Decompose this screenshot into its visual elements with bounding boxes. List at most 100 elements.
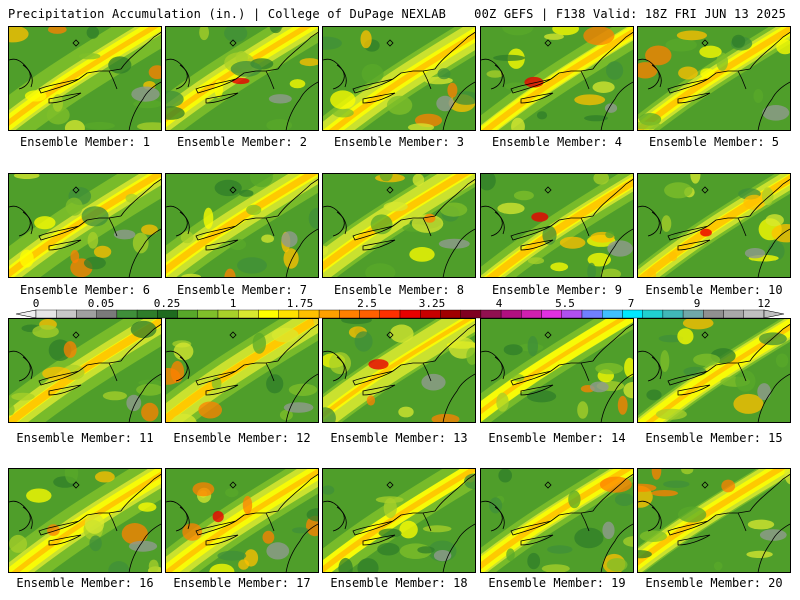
colorbar-swatch bbox=[318, 309, 340, 319]
precip-map bbox=[638, 469, 790, 572]
header: Precipitation Accumulation (in.) | Colle… bbox=[0, 0, 800, 26]
colorbar-tick-label: 1 bbox=[230, 297, 237, 310]
precip-map bbox=[638, 319, 790, 422]
ensemble-member-label: Ensemble Member: 5 bbox=[648, 135, 780, 149]
precip-map bbox=[323, 469, 475, 572]
colorbar-tick-label: 4 bbox=[496, 297, 503, 310]
ensemble-map-panel bbox=[637, 173, 791, 278]
colorbar-swatch bbox=[116, 309, 138, 319]
ensemble-map-panel bbox=[637, 26, 791, 131]
colorbar-swatch bbox=[480, 309, 502, 319]
ensemble-member-label: Ensemble Member: 4 bbox=[491, 135, 623, 149]
ensemble-member-label: Ensemble Member: 1 bbox=[19, 135, 151, 149]
colorbar-swatch bbox=[379, 309, 401, 319]
colorbar-tick-label: 7 bbox=[628, 297, 635, 310]
precip-map bbox=[323, 319, 475, 422]
precip-map bbox=[638, 27, 790, 130]
ensemble-map-panel bbox=[322, 173, 476, 278]
ensemble-map-panel bbox=[165, 173, 319, 278]
colorbar-swatch bbox=[298, 309, 320, 319]
product-title: Precipitation Accumulation (in.) | Colle… bbox=[8, 7, 447, 21]
colorbar-swatch bbox=[521, 309, 542, 319]
colorbar-legend: 0 0.05 0.25 1 1.75 2.5 3.25 4 5.5 7 9 12 bbox=[15, 297, 785, 319]
precip-map bbox=[481, 319, 633, 422]
ensemble-map-panel bbox=[480, 26, 634, 131]
colorbar-swatch bbox=[662, 309, 684, 319]
colorbar-swatch bbox=[76, 309, 97, 319]
ensemble-member-label: Ensemble Member: 11 bbox=[16, 431, 154, 445]
precip-map bbox=[481, 27, 633, 130]
colorbar-swatch bbox=[96, 309, 118, 319]
ensemble-map-panel bbox=[8, 173, 162, 278]
ensemble-member-label: Ensemble Member: 20 bbox=[645, 576, 783, 590]
ensemble-map-panel bbox=[637, 318, 791, 423]
colorbar-swatch bbox=[35, 309, 57, 319]
ensemble-member-label: Ensemble Member: 6 bbox=[19, 283, 151, 297]
colorbar-swatch bbox=[581, 309, 603, 319]
colorbar-tick-label: 0.25 bbox=[154, 297, 181, 310]
ensemble-member-label: Ensemble Member: 14 bbox=[488, 431, 626, 445]
colorbar-tick-label: 12 bbox=[757, 297, 770, 310]
precip-map bbox=[481, 174, 633, 277]
precip-map bbox=[323, 174, 475, 277]
colorbar-swatch bbox=[500, 309, 522, 319]
colorbar-swatch bbox=[359, 309, 380, 319]
ensemble-member-label: Ensemble Member: 18 bbox=[330, 576, 468, 590]
colorbar-swatch bbox=[157, 309, 178, 319]
ensemble-map-panel bbox=[8, 26, 162, 131]
ensemble-member-label: Ensemble Member: 16 bbox=[16, 576, 154, 590]
precip-map bbox=[9, 469, 161, 572]
colorbar-tick-label: 3.25 bbox=[419, 297, 446, 310]
colorbar-swatch bbox=[278, 309, 300, 319]
precip-map bbox=[481, 469, 633, 572]
colorbar-swatch bbox=[258, 309, 279, 319]
colorbar-max-arrow bbox=[763, 309, 785, 319]
colorbar-swatch bbox=[420, 309, 441, 319]
colorbar-swatch bbox=[682, 309, 704, 319]
ensemble-member-label: Ensemble Member: 13 bbox=[330, 431, 468, 445]
precip-map bbox=[9, 174, 161, 277]
colorbar-swatch bbox=[703, 309, 724, 319]
colorbar-swatch bbox=[460, 309, 482, 319]
ensemble-member-label: Ensemble Member: 10 bbox=[645, 283, 783, 297]
model-valid-time: 00Z GEFS | F138 Valid: 18Z FRI JUN 13 20… bbox=[474, 7, 786, 21]
ensemble-member-label: Ensemble Member: 7 bbox=[176, 283, 308, 297]
ensemble-map-panel bbox=[480, 468, 634, 573]
ensemble-map-panel bbox=[637, 468, 791, 573]
colorbar-swatch bbox=[541, 309, 562, 319]
colorbar-tick-label: 2.5 bbox=[357, 297, 377, 310]
precip-map bbox=[323, 27, 475, 130]
colorbar-swatch bbox=[622, 309, 643, 319]
precip-map bbox=[166, 174, 318, 277]
colorbar-swatch bbox=[399, 309, 421, 319]
precip-map bbox=[166, 27, 318, 130]
ensemble-map-panel bbox=[322, 468, 476, 573]
ensemble-member-label: Ensemble Member: 2 bbox=[176, 135, 308, 149]
ensemble-member-label: Ensemble Member: 15 bbox=[645, 431, 783, 445]
ensemble-member-label: Ensemble Member: 19 bbox=[488, 576, 626, 590]
colorbar-tick-label: 1.75 bbox=[287, 297, 314, 310]
ensemble-map-panel bbox=[165, 468, 319, 573]
ensemble-member-label: Ensemble Member: 3 bbox=[333, 135, 465, 149]
colorbar-swatch bbox=[136, 309, 158, 319]
colorbar-tick-label: 0 bbox=[33, 297, 40, 310]
ensemble-member-label: Ensemble Member: 17 bbox=[173, 576, 311, 590]
ensemble-member-label: Ensemble Member: 9 bbox=[491, 283, 623, 297]
precip-map bbox=[9, 27, 161, 130]
ensemble-map-panel bbox=[480, 318, 634, 423]
colorbar-swatch bbox=[217, 309, 239, 319]
colorbar-swatch bbox=[642, 309, 664, 319]
ensemble-map-panel bbox=[8, 468, 162, 573]
colorbar-swatch bbox=[743, 309, 765, 319]
ensemble-map-panel bbox=[322, 26, 476, 131]
colorbar-swatch bbox=[561, 309, 583, 319]
ensemble-map-panel bbox=[322, 318, 476, 423]
precip-map bbox=[638, 174, 790, 277]
ensemble-map-panel bbox=[165, 318, 319, 423]
precip-map bbox=[166, 319, 318, 422]
colorbar-tick-label: 5.5 bbox=[555, 297, 575, 310]
precip-map bbox=[9, 319, 161, 422]
precip-map bbox=[166, 469, 318, 572]
colorbar-swatch bbox=[197, 309, 219, 319]
colorbar-swatch bbox=[602, 309, 623, 319]
